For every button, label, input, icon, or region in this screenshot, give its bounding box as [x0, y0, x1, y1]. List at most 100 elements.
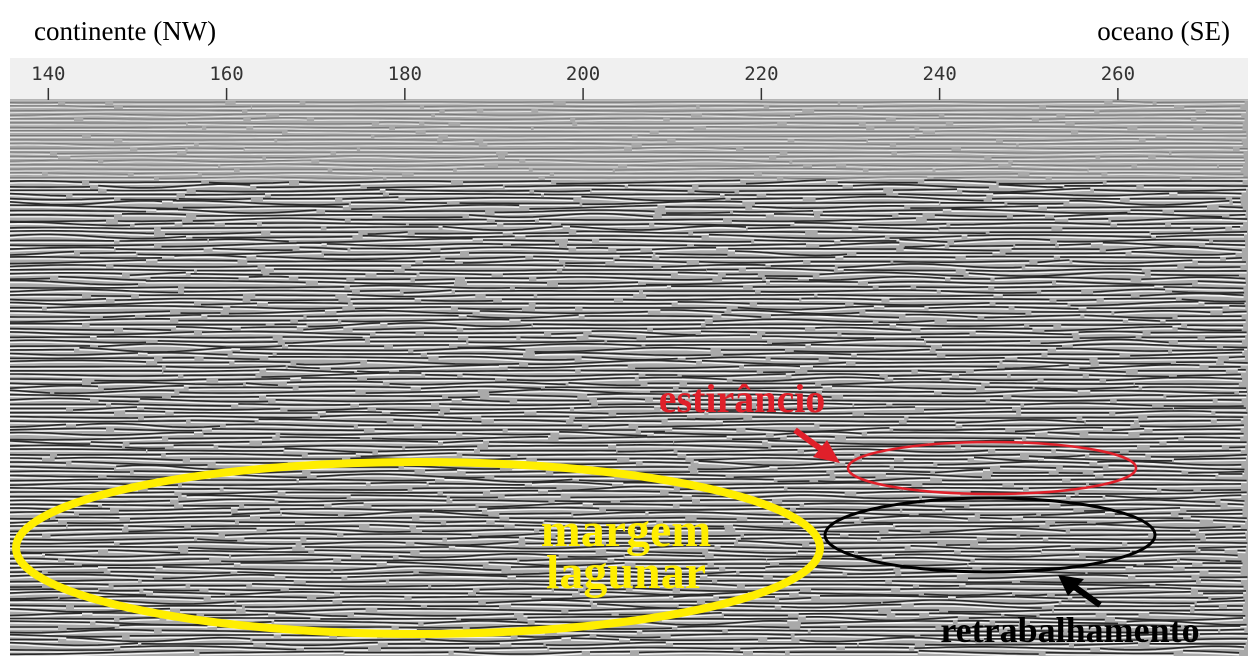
reflector-dark: [1107, 181, 1243, 182]
reflector-dark: [412, 597, 532, 598]
reflector-dark: [119, 625, 207, 626]
reflector-dark: [161, 228, 321, 229]
reflector-light: [1107, 183, 1243, 184]
reflector-dark: [1199, 530, 1247, 531]
reflector-dark: [216, 463, 288, 464]
reflector-dark: [179, 199, 251, 200]
reflector-light: [393, 347, 449, 348]
reflector-dark: [462, 455, 510, 456]
reflector-dark: [350, 248, 430, 249]
reflector-light: [1089, 486, 1241, 487]
reflector-light: [185, 196, 265, 197]
reflector-light: [950, 280, 990, 281]
reflector-dark: [545, 177, 777, 178]
reflector-light: [425, 377, 457, 378]
reflector-dark: [869, 169, 933, 170]
tick-label: 200: [566, 63, 600, 85]
reflector-dark: [218, 379, 290, 380]
reflector-light: [710, 612, 878, 613]
reflector-light: [1205, 339, 1245, 340]
reflector-dark: [10, 547, 178, 548]
reflector-dark: [118, 221, 182, 222]
reflector-light: [268, 305, 348, 306]
reflector-dark: [903, 488, 1023, 489]
reflector-dark: [446, 521, 486, 522]
reflector-dark: [630, 640, 758, 641]
reflector-light: [10, 460, 42, 461]
reflector-dark: [10, 605, 66, 606]
tick-label: 140: [31, 63, 65, 85]
reflector-dark: [351, 202, 447, 203]
reflector-dark: [305, 547, 449, 548]
reflector-dark: [1127, 542, 1247, 543]
reflector-dark: [1099, 363, 1171, 364]
reflector-light: [770, 283, 858, 284]
reflector-dark: [766, 278, 798, 279]
reflector-dark: [561, 224, 649, 225]
reflector-dark: [1140, 434, 1244, 435]
reflector-dark: [424, 333, 544, 334]
reflector-light: [728, 632, 808, 633]
reflector-dark: [949, 246, 1013, 247]
reflector-dark: [237, 601, 333, 602]
reflector-light: [1060, 259, 1220, 260]
reflector-light: [266, 398, 442, 399]
reflector-light: [1161, 492, 1193, 493]
reflector-light: [665, 209, 745, 210]
reflector-dark: [298, 320, 338, 321]
reflector-light: [351, 204, 447, 205]
reflector-dark: [359, 404, 431, 405]
reflector-dark: [130, 635, 274, 636]
reflector-dark: [209, 589, 281, 590]
reflector-light: [125, 413, 165, 414]
reflector-dark: [1139, 421, 1211, 422]
reflector-light: [102, 507, 174, 508]
reflector-dark: [185, 194, 265, 195]
reflector-dark: [642, 631, 722, 632]
reflector-dark: [489, 442, 673, 443]
reflector-light: [381, 650, 469, 651]
reflector-light: [890, 301, 1050, 302]
reflector-dark: [415, 279, 455, 280]
reflector-dark: [10, 512, 74, 513]
reflector-light: [1070, 532, 1190, 533]
reflector-light: [10, 549, 178, 550]
reflector-dark: [1117, 224, 1165, 225]
reflector-dark: [1147, 417, 1243, 418]
reflector-light: [415, 281, 455, 282]
reflector-dark: [238, 509, 270, 510]
reflector-dark: [744, 365, 800, 366]
reflector-light: [298, 322, 338, 323]
reflector-dark: [245, 148, 357, 149]
reflector-dark: [1220, 629, 1244, 630]
reflector-dark: [74, 606, 242, 607]
reflector-dark: [306, 581, 386, 582]
reflector-light: [534, 193, 590, 194]
reflector-dark: [301, 378, 357, 379]
tick-label: 240: [922, 63, 956, 85]
reflector-dark: [585, 316, 713, 317]
reflector-dark: [1087, 308, 1223, 309]
reflector-dark: [10, 273, 122, 274]
reflector-dark: [125, 411, 165, 412]
reflector-dark: [1172, 350, 1244, 351]
reflector-light: [119, 627, 207, 628]
reflector-light: [1115, 515, 1171, 516]
reflector-dark: [1144, 186, 1248, 187]
reflector-light: [517, 456, 677, 457]
reflector-light: [771, 360, 819, 361]
reflector-dark: [389, 194, 541, 195]
reflector-light: [1209, 573, 1241, 574]
reflector-light: [360, 293, 400, 294]
reflector-dark: [89, 182, 201, 183]
reflector-dark: [980, 514, 1036, 515]
reflector-dark: [357, 371, 389, 372]
reflector-light: [987, 541, 1043, 542]
reflector-light: [80, 255, 136, 256]
reflector-dark: [252, 640, 420, 641]
reflector-dark: [1063, 467, 1103, 468]
reflector-light: [843, 398, 1003, 399]
reflector-light: [942, 347, 1062, 348]
reflector-dark: [533, 324, 701, 325]
ruler: [10, 58, 1248, 100]
